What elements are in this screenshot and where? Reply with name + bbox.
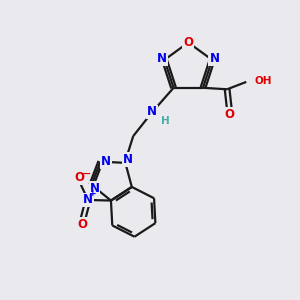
Text: H: H	[161, 116, 170, 126]
Text: −: −	[82, 169, 91, 178]
Text: O: O	[78, 218, 88, 231]
Text: N: N	[147, 105, 158, 119]
Text: N: N	[89, 182, 100, 195]
Text: N: N	[83, 194, 93, 206]
Text: N: N	[209, 52, 219, 65]
Text: O: O	[224, 108, 235, 121]
Text: N: N	[157, 52, 167, 65]
Text: O: O	[183, 36, 193, 49]
Text: N: N	[123, 153, 133, 167]
Text: OH: OH	[254, 76, 272, 86]
Text: N: N	[101, 155, 111, 168]
Text: +: +	[89, 189, 97, 198]
Text: O: O	[75, 171, 85, 184]
